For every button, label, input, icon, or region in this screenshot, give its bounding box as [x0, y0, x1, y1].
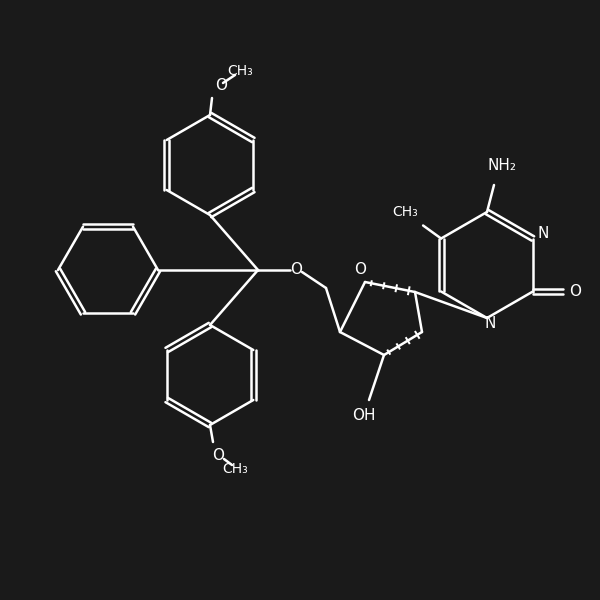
Text: O: O	[215, 77, 227, 92]
Text: CH₃: CH₃	[227, 64, 253, 78]
Text: O: O	[212, 448, 224, 463]
Text: CH₃: CH₃	[392, 205, 418, 220]
Text: O: O	[354, 263, 366, 277]
Text: NH₂: NH₂	[487, 157, 517, 173]
Text: O: O	[569, 284, 581, 299]
Text: O: O	[290, 263, 302, 277]
Text: N: N	[484, 316, 496, 331]
Text: CH₃: CH₃	[222, 462, 248, 476]
Text: N: N	[537, 226, 548, 241]
Text: OH: OH	[352, 407, 376, 422]
